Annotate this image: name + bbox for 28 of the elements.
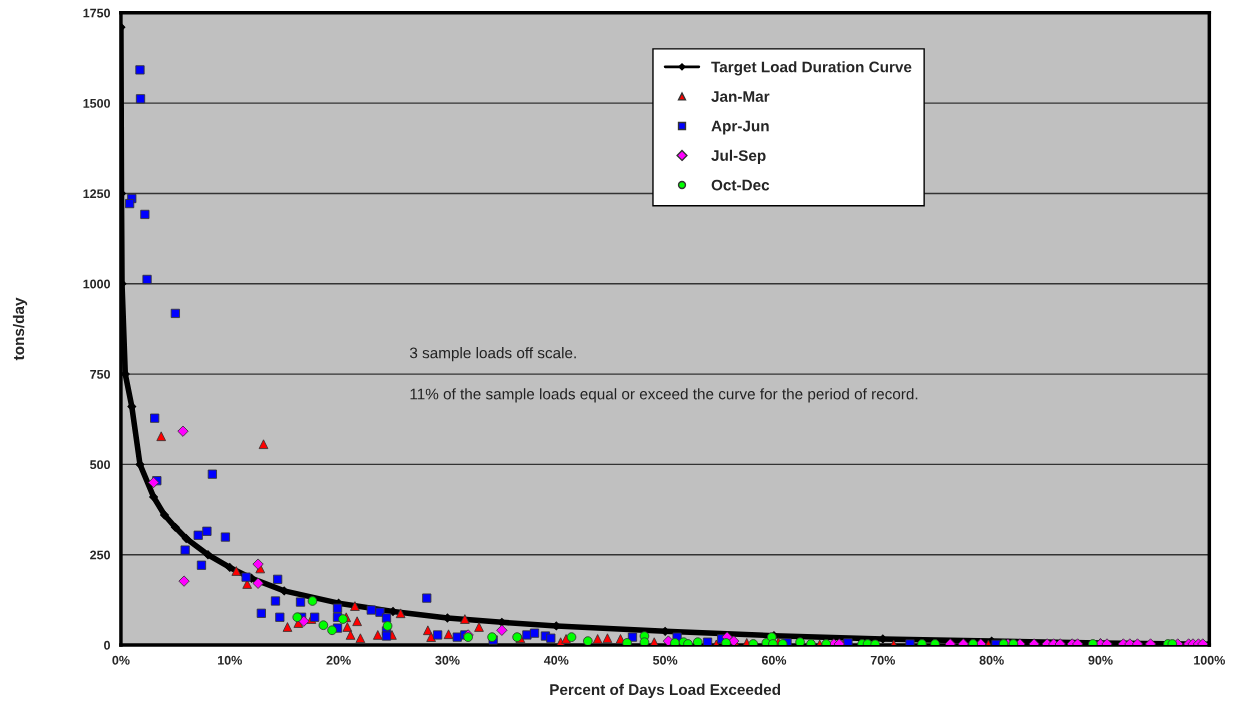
y-tick-label: 0 bbox=[104, 640, 110, 650]
y-tick-label: 500 bbox=[90, 460, 111, 470]
x-tick-label: 20% bbox=[326, 655, 351, 665]
x-tick-label: 40% bbox=[543, 655, 569, 665]
y-tick-label: 750 bbox=[90, 369, 111, 379]
annotation: 11% of the sample loads equal or exceed the curve for the period of record. bbox=[410, 388, 918, 403]
y-tick-label: 1250 bbox=[83, 189, 111, 199]
x-tick-label: 10% bbox=[218, 655, 242, 665]
x-tick-label: 60% bbox=[761, 655, 787, 665]
x-tick-label: 70% bbox=[870, 655, 895, 665]
legend-label: Oct-Dec bbox=[711, 179, 770, 191]
annotation: 3 sample loads off scale. bbox=[409, 347, 576, 362]
x-tick-label: 80% bbox=[979, 655, 1004, 665]
x-tick-label: 100% bbox=[1194, 655, 1225, 665]
legend-label: Jul-Sep bbox=[711, 149, 766, 164]
y-axis-title: tons/day bbox=[12, 297, 28, 361]
y-tick-label: 250 bbox=[90, 550, 111, 560]
x-tick-label: 50% bbox=[653, 655, 678, 665]
x-tick-label: 30% bbox=[435, 655, 460, 665]
y-tick-label: 1500 bbox=[83, 98, 111, 108]
legend-label: Apr-Jun bbox=[711, 120, 769, 135]
x-axis-title: Percent of Days Load Exceeded bbox=[550, 683, 781, 699]
legend-label: Target Load Duration Curve bbox=[711, 61, 912, 76]
y-tick-label: 1000 bbox=[83, 279, 111, 289]
x-tick-label: 90% bbox=[1088, 655, 1113, 665]
x-tick-label: 0% bbox=[112, 655, 130, 665]
legend-label: Jan-Mar bbox=[711, 91, 770, 102]
y-tick-label: 1750 bbox=[83, 8, 111, 18]
